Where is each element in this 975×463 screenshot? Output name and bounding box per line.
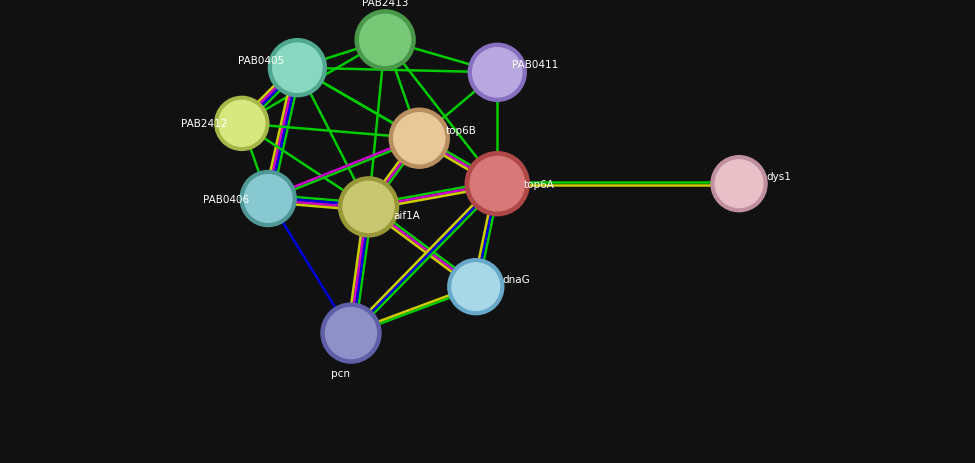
Circle shape [268, 39, 327, 97]
Circle shape [389, 109, 449, 169]
Circle shape [343, 182, 394, 233]
Text: PAB0406: PAB0406 [203, 194, 250, 204]
Circle shape [214, 97, 269, 151]
Text: PAB2413: PAB2413 [362, 0, 409, 8]
Circle shape [360, 15, 410, 66]
Text: PAB0405: PAB0405 [238, 56, 285, 66]
Circle shape [218, 101, 265, 147]
Circle shape [465, 152, 529, 216]
Text: top6B: top6B [446, 126, 477, 136]
Text: dys1: dys1 [766, 171, 792, 181]
Circle shape [711, 156, 767, 212]
Text: top6A: top6A [524, 179, 555, 189]
Circle shape [240, 171, 296, 227]
Circle shape [338, 177, 399, 238]
Circle shape [326, 308, 376, 359]
Text: aif1A: aif1A [393, 210, 420, 220]
Circle shape [468, 44, 526, 102]
Circle shape [355, 11, 415, 71]
Circle shape [470, 157, 525, 212]
Circle shape [273, 44, 322, 93]
Circle shape [448, 259, 504, 315]
Circle shape [245, 175, 292, 223]
Circle shape [716, 161, 762, 208]
Text: PAB2412: PAB2412 [180, 119, 227, 129]
Text: PAB0411: PAB0411 [512, 60, 559, 70]
Text: pcn: pcn [332, 368, 350, 378]
Circle shape [473, 49, 522, 98]
Circle shape [321, 303, 381, 363]
Circle shape [394, 113, 445, 164]
Circle shape [452, 263, 499, 311]
Text: dnaG: dnaG [502, 274, 529, 284]
